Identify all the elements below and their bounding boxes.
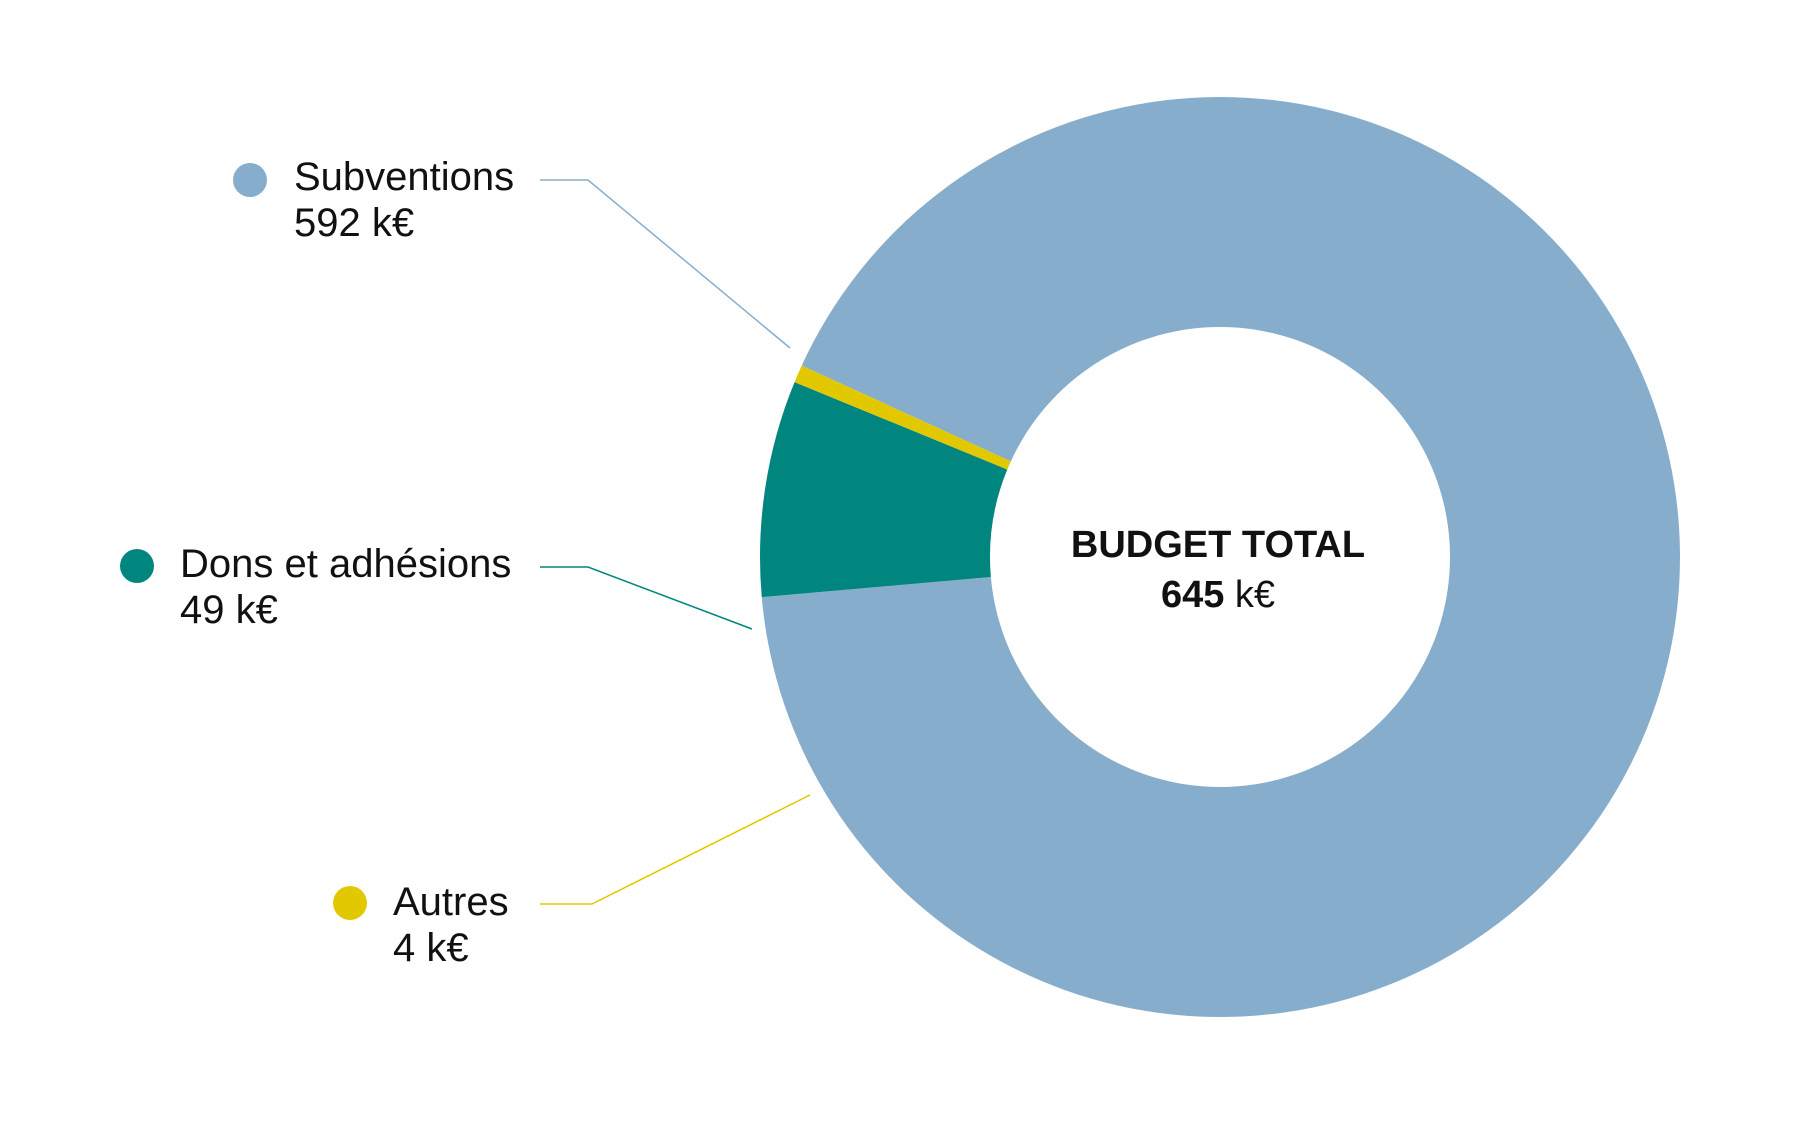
- center-total-number: 645: [1161, 574, 1224, 616]
- leader-line-subventions: [540, 179, 791, 349]
- legend-label-dons-et-adhesions: Dons et adhésions: [180, 542, 511, 586]
- legend-dot-autres: [333, 886, 367, 920]
- center-title: BUDGET TOTAL: [1071, 524, 1365, 566]
- center-total-unit: k€: [1235, 574, 1275, 616]
- legend-item-dons-et-adhesions: Dons et adhésions 49 k€: [120, 542, 511, 632]
- donut-slice-subventions: [761, 96, 1680, 1018]
- center-total: 645 k€: [1161, 574, 1275, 616]
- center-total-spacer: [1224, 574, 1235, 616]
- donut-slice-autres: [794, 365, 1011, 470]
- legend-value-autres: 4 k€: [393, 926, 469, 970]
- legend-item-subventions: Subventions 592 k€: [233, 155, 514, 245]
- legend-dot-subventions: [233, 163, 267, 197]
- donut-slice-dons-et-adhesions: [760, 382, 1008, 598]
- legend-label-subventions: Subventions: [294, 155, 514, 199]
- legend-label-autres: Autres: [393, 880, 509, 924]
- leader-line-autres: [540, 794, 811, 905]
- leader-line-dons-et-adhesions: [540, 566, 753, 630]
- legend-value-subventions: 592 k€: [294, 201, 414, 245]
- legend-dot-dons-et-adhesions: [120, 549, 154, 583]
- legend-value-dons-et-adhesions: 49 k€: [180, 588, 278, 632]
- donut-slices: [760, 96, 1680, 1018]
- legend-item-autres: Autres 4 k€: [333, 880, 509, 970]
